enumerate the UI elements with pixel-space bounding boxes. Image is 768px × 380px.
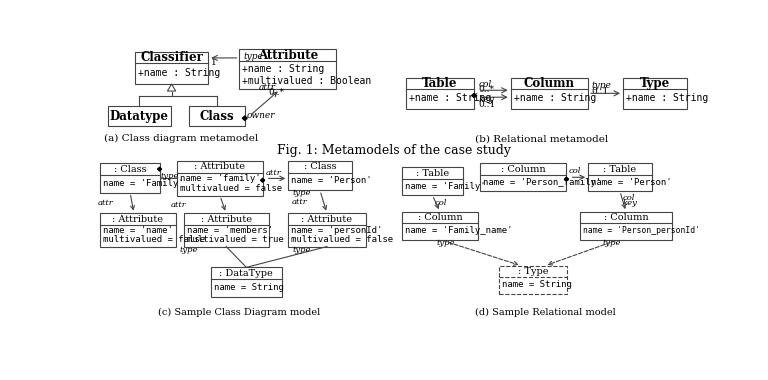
Text: key: key: [622, 199, 637, 207]
Text: name = String: name = String: [214, 283, 283, 291]
Text: type: type: [292, 245, 310, 254]
Text: 1: 1: [210, 58, 217, 67]
Text: attr: attr: [259, 83, 276, 92]
Text: attr: attr: [292, 198, 308, 206]
Polygon shape: [243, 116, 247, 120]
Bar: [402, 167, 462, 195]
Text: (c) Sample Class Diagram model: (c) Sample Class Diagram model: [158, 307, 320, 317]
Text: key: key: [479, 95, 495, 104]
Text: multivalued = false: multivalued = false: [291, 235, 393, 244]
Bar: [581, 212, 672, 240]
Text: : Column: : Column: [604, 213, 648, 222]
Text: name = 'Person_personId': name = 'Person_personId': [584, 226, 700, 236]
Text: name = 'Family': name = 'Family': [406, 182, 486, 191]
Text: : Class: : Class: [303, 162, 336, 171]
Text: : Column: : Column: [418, 213, 462, 222]
Bar: [288, 214, 366, 247]
Text: type: type: [436, 239, 455, 247]
Text: multivalued = false: multivalued = false: [103, 235, 205, 244]
Text: name = String: name = String: [502, 280, 572, 290]
Bar: [406, 78, 474, 109]
Bar: [108, 106, 171, 127]
Text: 0..1: 0..1: [479, 100, 496, 109]
Text: (a) Class diagram metamodel: (a) Class diagram metamodel: [104, 134, 258, 143]
Text: name = 'Person': name = 'Person': [291, 176, 372, 185]
Text: : Attribute: : Attribute: [302, 215, 353, 224]
Text: : Table: : Table: [604, 165, 637, 174]
Text: Fig. 1: Metamodels of the case study: Fig. 1: Metamodels of the case study: [276, 144, 511, 157]
Text: multivalued = true: multivalued = true: [187, 235, 283, 244]
Text: 0..*: 0..*: [479, 85, 495, 94]
Text: name = 'Person_family': name = 'Person_family': [483, 178, 601, 187]
Text: col: col: [435, 200, 447, 207]
Text: : DataType: : DataType: [220, 269, 273, 278]
Text: Column: Column: [524, 77, 575, 90]
Text: +multivalued : Boolean: +multivalued : Boolean: [243, 76, 372, 86]
Text: attr: attr: [98, 199, 114, 207]
Text: type: type: [591, 81, 611, 90]
Text: Classifier: Classifier: [140, 51, 203, 64]
Text: +name : String: +name : String: [137, 68, 220, 78]
Bar: [240, 49, 336, 90]
Text: attr: attr: [171, 201, 187, 209]
Bar: [499, 266, 568, 293]
Bar: [189, 106, 245, 127]
Text: : Type: : Type: [518, 267, 548, 276]
Polygon shape: [472, 93, 477, 98]
Bar: [511, 78, 588, 109]
Text: Attribute: Attribute: [258, 49, 318, 62]
Text: multivalued = false: multivalued = false: [180, 184, 283, 193]
Text: col: col: [622, 194, 634, 202]
Bar: [588, 163, 652, 191]
Bar: [623, 78, 687, 109]
Text: (b) Relational metamodel: (b) Relational metamodel: [475, 134, 608, 143]
Text: +name : String: +name : String: [243, 64, 325, 74]
Text: type: type: [603, 239, 621, 247]
Bar: [100, 214, 176, 247]
Text: Class: Class: [200, 109, 234, 123]
Bar: [100, 163, 161, 193]
Text: col: col: [479, 79, 492, 89]
Text: col: col: [569, 167, 581, 175]
Text: attr: attr: [266, 169, 282, 177]
Text: Datatype: Datatype: [110, 109, 169, 123]
Bar: [288, 161, 352, 190]
Text: type: type: [161, 173, 179, 180]
Text: +name : String: +name : String: [626, 93, 708, 103]
Text: name = 'family': name = 'family': [180, 174, 261, 184]
Text: +name : String: +name : String: [514, 93, 596, 103]
Polygon shape: [157, 167, 161, 171]
Text: name = 'personId': name = 'personId': [291, 226, 382, 235]
Bar: [210, 268, 282, 297]
Text: : Attribute: : Attribute: [200, 215, 252, 224]
Text: 0..*: 0..*: [268, 88, 284, 97]
Text: type: type: [292, 189, 310, 197]
Bar: [480, 163, 567, 191]
Text: type: type: [180, 245, 198, 254]
Text: : Class: : Class: [114, 165, 147, 174]
Text: Table: Table: [422, 77, 458, 90]
Text: name = 'Family_name': name = 'Family_name': [406, 226, 513, 236]
Bar: [184, 214, 269, 247]
Polygon shape: [167, 84, 176, 91]
Bar: [177, 161, 263, 196]
Text: : Table: : Table: [415, 169, 449, 177]
Text: : Attribute: : Attribute: [194, 162, 246, 171]
Text: 0..1: 0..1: [591, 87, 608, 95]
Text: type: type: [243, 52, 263, 61]
Text: : Column: : Column: [501, 165, 545, 174]
Text: Type: Type: [640, 77, 670, 90]
Text: +name : String: +name : String: [409, 93, 492, 103]
Text: name = 'members': name = 'members': [187, 226, 273, 235]
Text: name = 'name': name = 'name': [103, 226, 173, 235]
Polygon shape: [260, 179, 265, 182]
Bar: [402, 212, 478, 240]
Bar: [134, 52, 208, 84]
Polygon shape: [564, 177, 568, 181]
Text: name = 'Person': name = 'Person': [591, 178, 672, 187]
Text: : Attribute: : Attribute: [112, 215, 164, 224]
Text: name = 'Family': name = 'Family': [103, 179, 184, 188]
Text: (d) Sample Relational model: (d) Sample Relational model: [475, 307, 616, 317]
Text: owner: owner: [247, 111, 275, 120]
